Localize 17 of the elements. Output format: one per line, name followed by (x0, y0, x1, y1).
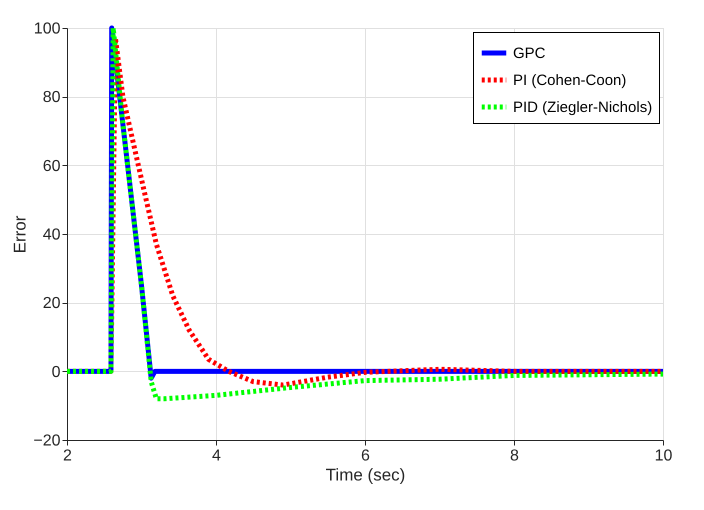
legend-label: GPC (513, 45, 546, 62)
x-tick-label: 8 (510, 448, 520, 464)
y-tick-label: 0 (52, 364, 61, 381)
y-axis-title: Error (10, 215, 30, 254)
legend-label: PID (Ziegler-Nichols) (513, 99, 652, 116)
y-tick-label: 60 (42, 158, 61, 175)
x-tick-label: 4 (212, 448, 222, 464)
x-tick-label: 6 (361, 448, 370, 464)
y-tick-label: 40 (42, 226, 61, 244)
y-tick-label: 80 (42, 89, 61, 106)
y-tick-label: 20 (42, 295, 61, 312)
y-tick-label: −20 (33, 432, 61, 450)
x-axis-title: Time (sec) (326, 466, 406, 484)
x-tick-label: 2 (63, 448, 72, 464)
y-tick-label: 100 (34, 20, 61, 38)
legend-label: PI (Cohen-Coon) (513, 72, 626, 89)
x-tick-label: 10 (654, 448, 672, 464)
